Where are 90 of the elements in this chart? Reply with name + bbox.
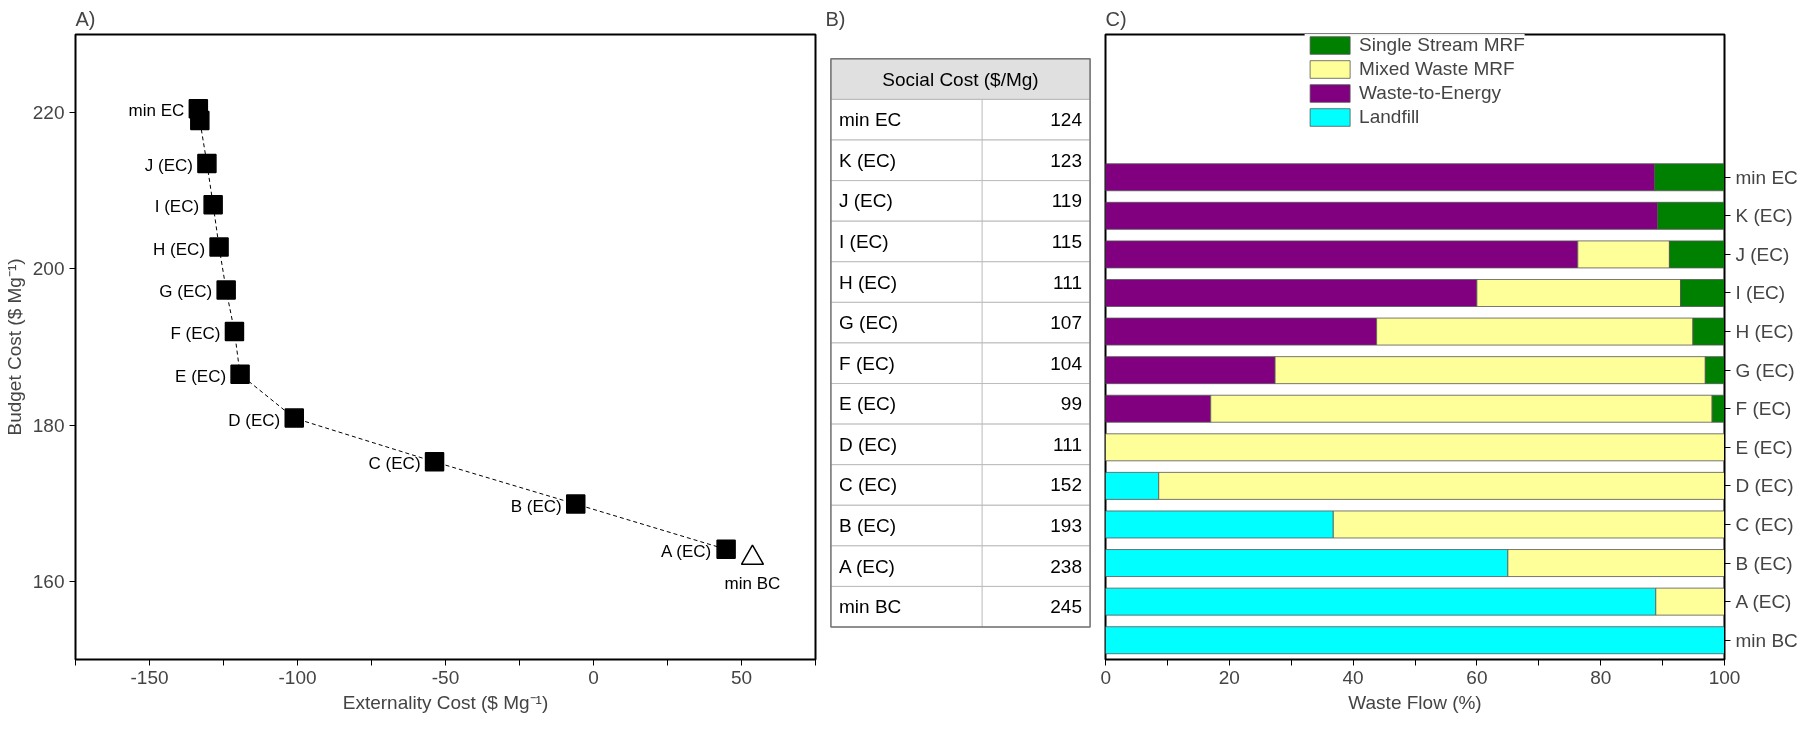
point [209, 237, 229, 257]
x-tick-label: 20 [1218, 666, 1240, 688]
y-tick-label: D (EC) [1735, 475, 1794, 497]
data-label: 124 [1050, 109, 1083, 131]
data-label: 115 [1051, 230, 1083, 252]
category-label: I (EC) [839, 230, 889, 252]
annotation: D (EC) [228, 410, 281, 430]
x-tick-label: 60 [1466, 666, 1488, 688]
y-tick-label: F (EC) [1735, 398, 1792, 420]
y-tick-label: H (EC) [1735, 321, 1794, 343]
y-tick-label: 200 [32, 258, 65, 280]
data-label: 111 [1053, 271, 1083, 293]
point [565, 494, 586, 514]
x-tick-label: 100 [1708, 666, 1741, 688]
x-tick-label: 0 [1100, 666, 1112, 688]
data-label: 119 [1051, 190, 1083, 212]
y-tick-label: C (EC) [1735, 513, 1794, 535]
legend-label: Single Stream MRF [1359, 34, 1525, 56]
data-label: 107 [1050, 312, 1082, 334]
point [190, 110, 210, 131]
annotation: B (EC) [510, 496, 562, 516]
legend-label: Mixed Waste MRF [1359, 58, 1515, 80]
point [230, 364, 250, 385]
y-tick-label: B (EC) [1735, 552, 1793, 574]
bar [1105, 433, 1725, 462]
point [197, 153, 217, 174]
annotation: G (EC) [159, 282, 213, 302]
annotation: J (EC) [144, 155, 193, 175]
annotation: A (EC) [661, 541, 712, 561]
category-label: K (EC) [839, 149, 896, 171]
y-tick-label: min BC [1735, 629, 1798, 651]
point [203, 195, 223, 215]
data-label: 104 [1050, 352, 1083, 374]
y-tick-label: G (EC) [1735, 359, 1795, 381]
data-label: 238 [1050, 555, 1082, 577]
category-label: A (EC) [839, 555, 895, 577]
point [224, 321, 245, 342]
data-label: 111 [1053, 433, 1083, 455]
category-label: H (EC) [839, 271, 898, 293]
legend-label: Waste-to-Energy [1359, 82, 1501, 104]
y-tick-label: K (EC) [1735, 205, 1793, 227]
annotation: min BC [724, 573, 781, 593]
category-label: J (EC) [839, 190, 893, 212]
y-tick-label: 160 [32, 570, 65, 592]
x-tick-label: 0 [588, 666, 599, 688]
y-tick-label: A (EC) [1735, 591, 1792, 613]
annotation: min EC [128, 101, 185, 121]
y-tick-label: I (EC) [1735, 282, 1786, 304]
text: Social Cost ($/Mg) [882, 68, 1039, 90]
y-tick-label: 220 [32, 102, 65, 124]
category-label: min BC [839, 596, 902, 618]
y-tick-label: 180 [32, 414, 65, 436]
chart-title: C) [1105, 7, 1127, 30]
chart-title: A) [75, 7, 96, 30]
data-label: 245 [1050, 596, 1082, 618]
y-axis-title: Budget Cost ($ Mg⁻¹) [3, 258, 25, 436]
category-label: D (EC) [839, 433, 898, 455]
data-label: 193 [1050, 515, 1082, 537]
category-label: F (EC) [839, 352, 895, 374]
x-axis-title: Waste Flow (%) [1348, 691, 1482, 713]
category-label: B (EC) [839, 515, 896, 537]
y-tick-label: E (EC) [1735, 436, 1793, 458]
x-tick-label: 80 [1590, 666, 1612, 688]
annotation: C (EC) [368, 454, 421, 474]
category-label: E (EC) [839, 393, 896, 415]
data-label: 99 [1060, 393, 1083, 415]
y-tick-label: min EC [1735, 166, 1798, 188]
text: B) [825, 7, 846, 30]
legend-label: Landfill [1359, 106, 1420, 128]
point [424, 452, 445, 472]
annotation: F (EC) [170, 323, 221, 343]
x-tick-label: -50 [431, 666, 460, 688]
category-label: min EC [839, 109, 902, 131]
point [716, 539, 736, 560]
category-label: C (EC) [839, 474, 898, 496]
annotation: E (EC) [175, 366, 227, 386]
x-tick-label: 50 [730, 666, 753, 688]
data-label: 152 [1050, 474, 1082, 496]
y-tick-label: J (EC) [1735, 243, 1790, 265]
category-label: G (EC) [839, 312, 899, 334]
x-tick-label: 40 [1342, 666, 1364, 688]
annotation: H (EC) [153, 239, 206, 259]
bar [1105, 626, 1725, 655]
annotation: I (EC) [154, 197, 200, 217]
point [284, 408, 304, 428]
x-axis-title: Externality Cost ($ Mg⁻¹) [342, 691, 549, 713]
point [216, 280, 236, 300]
x-tick-label: -100 [278, 666, 317, 688]
data-label: 123 [1050, 149, 1082, 171]
x-tick-label: -150 [130, 666, 169, 688]
